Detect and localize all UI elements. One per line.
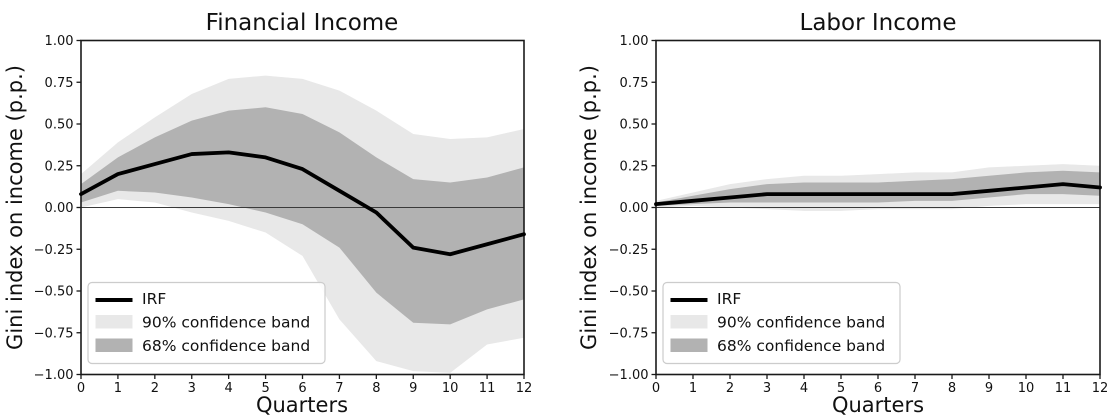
- x-tick-label: 12: [516, 381, 533, 396]
- legend-entry: 68% confidence band: [670, 337, 885, 355]
- y-axis-title: Gini index on income (p.p.): [3, 65, 27, 350]
- y-tick-label: 0.50: [620, 118, 649, 133]
- x-axis-title: Quarters: [256, 393, 348, 417]
- x-tick-label: 6: [298, 381, 306, 396]
- x-tick-label: 0: [77, 381, 85, 396]
- legend-entry: IRF: [670, 290, 741, 308]
- legend-label: 68% confidence band: [717, 337, 885, 355]
- plot-area: 1.00 0.75 0.50 0.25 0.00 −0.25 −0.50 −0.75 −1.00…: [609, 34, 1109, 396]
- legend-label: IRF: [142, 290, 166, 308]
- y-axis-title: Gini index on income (p.p.): [577, 65, 601, 350]
- y-tick-label: −0.50: [609, 285, 649, 300]
- y-tick-label: −0.25: [609, 243, 649, 258]
- y-tick-label: −0.50: [34, 285, 74, 300]
- legend-entry: 90% confidence band: [670, 314, 885, 332]
- legend-entry: 90% confidence band: [95, 314, 310, 332]
- panel-financial-income: 1.00 0.75 0.50 0.25 0.00 −0.25 −0.50 −0.75 −1.00…: [0, 0, 556, 420]
- confidence-band-68: [656, 170, 1100, 206]
- y-tick-label: −1.00: [34, 368, 74, 383]
- x-tick-label: 1: [689, 381, 697, 396]
- panel-labor-income: 1.00 0.75 0.50 0.25 0.00 −0.25 −0.50 −0.75 −1.00…: [556, 0, 1113, 420]
- financial-income-chart: 1.00 0.75 0.50 0.25 0.00 −0.25 −0.50 −0.75 −1.00…: [3, 10, 533, 417]
- y-tick-label: −0.75: [34, 326, 74, 341]
- legend-label: 90% confidence band: [717, 314, 885, 332]
- x-tick-label: 7: [911, 381, 919, 396]
- x-tick-label: 5: [837, 381, 845, 396]
- legend-band-68-swatch: [95, 338, 133, 352]
- plot-border: [655, 39, 1101, 376]
- irf-line: [654, 182, 1102, 207]
- y-tick-label: 0.50: [45, 118, 74, 133]
- y-tick-label: 0.25: [45, 159, 74, 174]
- x-tick-label: 1: [114, 381, 122, 396]
- plot-border: [80, 39, 525, 376]
- legend: IRF 90% confidence band 68% confidence ban…: [662, 281, 901, 365]
- x-tick-label: 4: [800, 381, 808, 396]
- legend-label: IRF: [717, 290, 741, 308]
- legend-entry: 68% confidence band: [95, 337, 310, 355]
- x-tick-label: 2: [726, 381, 734, 396]
- legend-label: 90% confidence band: [142, 314, 310, 332]
- x-tick-label: 8: [372, 381, 380, 396]
- y-tick-label: 1.00: [620, 34, 649, 49]
- irf-line: [79, 150, 526, 257]
- x-tick-label: 0: [652, 381, 660, 396]
- x-tick-label: 8: [948, 381, 956, 396]
- x-tick-label: 3: [763, 381, 771, 396]
- y-tick-label: −0.25: [34, 243, 74, 258]
- y-tick-label: −0.75: [609, 326, 649, 341]
- legend-frame: [662, 281, 901, 365]
- legend-frame: [87, 281, 326, 365]
- x-tick-label: 4: [225, 381, 233, 396]
- legend: IRF 90% confidence band 68% confidence ban…: [87, 281, 326, 365]
- x-tick-label: 11: [479, 381, 496, 396]
- y-tick-label: 0.00: [620, 201, 649, 216]
- confidence-band-68: [81, 107, 524, 325]
- y-tick-label: 0.25: [620, 159, 649, 174]
- chart-title: Financial Income: [206, 10, 399, 36]
- x-tick-label: 10: [442, 381, 459, 396]
- x-axis-title: Quarters: [832, 393, 924, 417]
- x-tick-label: 10: [1018, 381, 1035, 396]
- x-tick-label: 9: [409, 381, 417, 396]
- x-tick-label: 9: [985, 381, 993, 396]
- plot-area: 1.00 0.75 0.50 0.25 0.00 −0.25 −0.50 −0.75 −1.00…: [34, 34, 533, 396]
- y-tick-label: 0.75: [620, 76, 649, 91]
- labor-income-chart: 1.00 0.75 0.50 0.25 0.00 −0.25 −0.50 −0.75 −1.00…: [577, 10, 1109, 417]
- y-tick-label: 0.75: [45, 76, 74, 91]
- x-tick-label: 5: [261, 381, 269, 396]
- x-tick-label: 2: [151, 381, 159, 396]
- legend-band-68-swatch: [670, 338, 708, 352]
- y-axis-ticks: 1.00 0.75 0.50 0.25 0.00 −0.25 −0.50 −0.75 −1.00: [34, 34, 81, 383]
- x-tick-label: 3: [188, 381, 196, 396]
- x-tick-label: 7: [335, 381, 343, 396]
- x-tick-label: 11: [1055, 381, 1072, 396]
- x-tick-label: 12: [1092, 381, 1109, 396]
- chart-title: Labor Income: [800, 10, 957, 36]
- legend-entry: IRF: [95, 290, 166, 308]
- y-tick-label: 0.00: [45, 201, 74, 216]
- legend-band-90-swatch: [95, 315, 133, 329]
- legend-label: 68% confidence band: [142, 337, 310, 355]
- legend-band-90-swatch: [670, 315, 708, 329]
- y-axis-ticks: 1.00 0.75 0.50 0.25 0.00 −0.25 −0.50 −0.75 −1.00: [609, 34, 656, 383]
- y-tick-label: 1.00: [45, 34, 74, 49]
- x-tick-label: 6: [874, 381, 882, 396]
- y-tick-label: −1.00: [609, 368, 649, 383]
